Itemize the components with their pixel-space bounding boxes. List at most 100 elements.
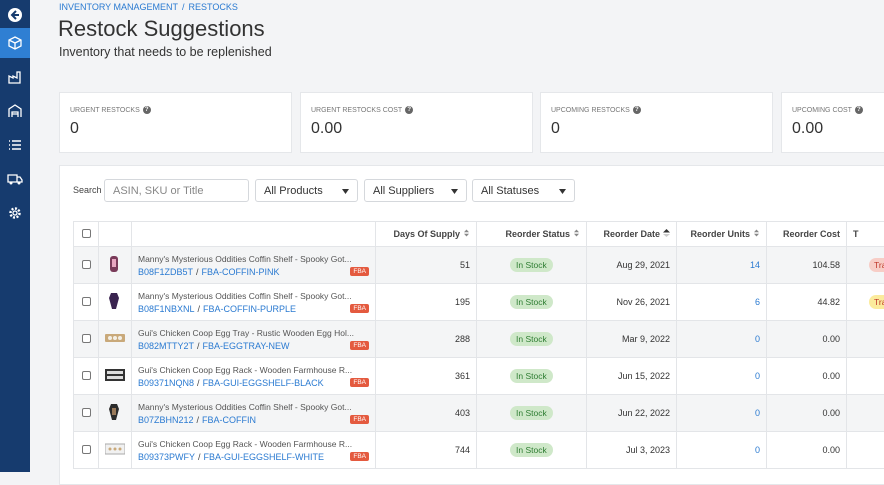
help-icon[interactable]: ?	[143, 106, 151, 114]
stat-value: 0	[70, 120, 281, 138]
stat-label: URGENT RESTOCKS?	[70, 106, 281, 114]
stat-label-text: URGENT RESTOCKS	[70, 107, 140, 114]
channel-badge: FBA	[350, 304, 369, 313]
status-pill: In Stock	[510, 443, 553, 457]
days-of-supply: 744	[376, 432, 477, 469]
column-title: Reorder Status	[505, 229, 570, 239]
days-of-supply: 195	[376, 284, 477, 321]
cell-tag	[847, 358, 884, 395]
column-header[interactable]: Days Of Supply	[376, 222, 477, 247]
search-input[interactable]	[104, 179, 249, 202]
nav-settings[interactable]	[0, 198, 30, 228]
product-thumbnail	[105, 376, 125, 386]
asin-link[interactable]: B08F1ZDB5T	[138, 267, 193, 277]
help-icon[interactable]: ?	[633, 106, 641, 114]
channel-badge: FBA	[350, 452, 369, 461]
column-title: Reorder Cost	[783, 229, 840, 239]
column-header[interactable]: Reorder Units	[677, 222, 767, 247]
nav-factory[interactable]	[0, 62, 30, 92]
checkbox[interactable]	[82, 260, 91, 269]
cell-tag: Tra	[847, 247, 884, 284]
tag-pill: Tra	[869, 295, 884, 309]
sort-icon	[660, 229, 670, 239]
reorder-date: Jun 22, 2022	[587, 395, 677, 432]
sku-link[interactable]: FBA-COFFIN-PURPLE	[203, 304, 296, 314]
reorder-units: 0	[677, 358, 767, 395]
page-subtitle: Inventory that needs to be replenished	[59, 45, 272, 59]
status-pill: In Stock	[510, 295, 553, 309]
cell-status: In Stock	[477, 432, 587, 469]
sku-link[interactable]: FBA-COFFIN	[202, 415, 256, 425]
crumb-link[interactable]: INVENTORY MANAGEMENT	[59, 2, 178, 12]
asin-link[interactable]: B08F1NBXNL	[138, 304, 195, 314]
column-title: Reorder Date	[603, 229, 660, 239]
sku-link[interactable]: FBA-EGGTRAY-NEW	[203, 341, 290, 351]
product-title: Gui's Chicken Coop Egg Tray - Rustic Woo…	[138, 328, 369, 338]
channel-badge: FBA	[350, 341, 369, 350]
sku-link[interactable]: FBA-GUI-EGGSHELF-WHITE	[204, 452, 325, 462]
cell-image	[99, 321, 132, 358]
cell-tag	[847, 432, 884, 469]
product-ids: B09373PWFY/FBA-GUI-EGGSHELF-WHITE FBA	[138, 452, 369, 462]
asin-link[interactable]: B09371NQN8	[138, 378, 194, 388]
cell-status: In Stock	[477, 247, 587, 284]
crumb-sep: /	[182, 2, 185, 12]
cell-image	[99, 358, 132, 395]
sku-link[interactable]: FBA-GUI-EGGSHELF-BLACK	[203, 378, 324, 388]
stat-label: UPCOMING COST?	[792, 106, 880, 114]
asin-link[interactable]: B082MTTY2T	[138, 341, 194, 351]
nav-warehouse[interactable]	[0, 96, 30, 126]
checkbox[interactable]	[82, 334, 91, 343]
column-header[interactable]: Reorder Status	[477, 222, 587, 247]
checkbox[interactable]	[82, 445, 91, 454]
stat-value: 0.00	[311, 120, 522, 138]
checkbox[interactable]	[82, 297, 91, 306]
back-button[interactable]	[0, 0, 30, 30]
nav-list[interactable]	[0, 130, 30, 160]
column-header: Reorder Cost	[767, 222, 847, 247]
id-separator: /	[198, 452, 201, 462]
filter-select[interactable]: All Products	[255, 179, 358, 202]
sort-icon	[570, 229, 580, 239]
sku-link[interactable]: FBA-COFFIN-PINK	[202, 267, 280, 277]
cell-image	[99, 247, 132, 284]
id-separator: /	[197, 378, 200, 388]
help-icon[interactable]: ?	[405, 106, 413, 114]
crumb-current: RESTOCKS	[189, 2, 238, 12]
asin-link[interactable]: B07ZBHN212	[138, 415, 194, 425]
column-header[interactable]: Reorder Date	[587, 222, 677, 247]
status-pill: In Stock	[510, 258, 553, 272]
id-separator: /	[198, 304, 201, 314]
stat-label: URGENT RESTOCKS COST?	[311, 106, 522, 114]
cell-status: In Stock	[477, 395, 587, 432]
reorder-units: 0	[677, 432, 767, 469]
stat-card: UPCOMING RESTOCKS?0	[540, 92, 773, 153]
nav-shipping[interactable]	[0, 164, 30, 194]
restock-table: Days Of Supply Reorder Status Reorder Date…	[73, 221, 884, 469]
header-check	[74, 222, 99, 247]
stat-card: URGENT RESTOCKS COST? 0.00	[300, 92, 533, 153]
filter-select[interactable]: All Suppliers	[364, 179, 467, 202]
reorder-date: Aug 29, 2021	[587, 247, 677, 284]
checkbox[interactable]	[82, 371, 91, 380]
reorder-units: 14	[677, 247, 767, 284]
column-header: T	[847, 222, 884, 247]
cell-image	[99, 432, 132, 469]
cell-product: Gui's Chicken Coop Egg Rack - Wooden Far…	[132, 432, 376, 469]
select-text: All Statuses	[481, 185, 539, 197]
product-thumbnail	[105, 413, 125, 423]
status-pill: In Stock	[510, 369, 553, 383]
asin-link[interactable]: B09373PWFY	[138, 452, 195, 462]
product-title: Manny's Mysterious Oddities Coffin Shelf…	[138, 402, 369, 412]
cell-product: Manny's Mysterious Oddities Coffin Shelf…	[132, 247, 376, 284]
reorder-cost: 0.00	[767, 395, 847, 432]
id-separator: /	[197, 341, 200, 351]
help-icon[interactable]: ?	[855, 106, 863, 114]
checkbox[interactable]	[82, 229, 91, 238]
nav-inventory[interactable]	[0, 28, 30, 58]
header-image	[99, 222, 132, 247]
tag-pill: Tra	[869, 258, 884, 272]
filter-select[interactable]: All Statuses	[472, 179, 575, 202]
checkbox[interactable]	[82, 408, 91, 417]
